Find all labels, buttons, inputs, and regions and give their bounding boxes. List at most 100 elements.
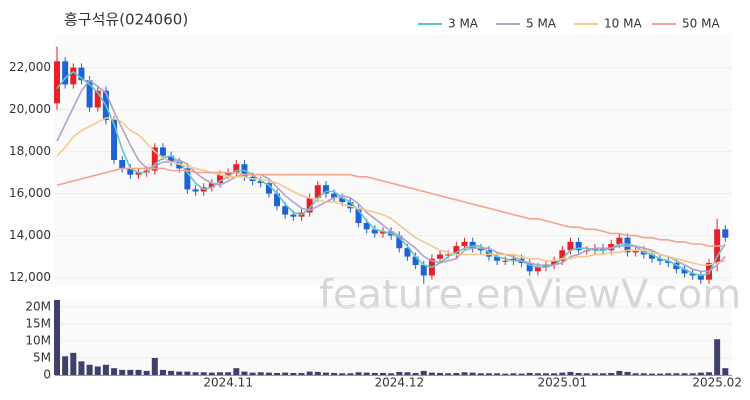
- volume-bar: [420, 370, 427, 375]
- legend-label: 50 MA: [682, 17, 720, 31]
- candle-body: [339, 197, 346, 202]
- candle-body: [412, 256, 419, 265]
- candle-body: [86, 80, 93, 108]
- volume-bar: [697, 372, 704, 375]
- volume-bar: [600, 373, 607, 375]
- ma-line: [56, 79, 726, 273]
- volume-panel: [55, 300, 732, 375]
- volume-bar: [314, 371, 321, 375]
- volume-bar: [371, 372, 378, 375]
- y-tick-label: 18,000: [9, 144, 51, 158]
- volume-bar: [526, 372, 533, 375]
- candle-body: [306, 197, 313, 213]
- volume-bar: [567, 371, 574, 375]
- volume-bar: [274, 372, 281, 375]
- volume-bar: [404, 372, 411, 375]
- candle-body: [233, 164, 240, 173]
- candle-body: [551, 260, 558, 265]
- candle-body: [477, 248, 484, 251]
- ma-line: [56, 167, 726, 247]
- volume-bar: [396, 371, 403, 375]
- volume-bar: [70, 352, 77, 375]
- volume-bar: [102, 364, 109, 375]
- candle-body: [681, 269, 688, 274]
- y-tick-label: 16,000: [9, 186, 51, 200]
- candle-body: [62, 61, 69, 85]
- candle-body: [526, 262, 533, 272]
- volume-bar: [282, 372, 289, 375]
- volume-bar: [461, 372, 468, 375]
- volume-bar: [298, 372, 305, 375]
- volume-bar: [534, 373, 541, 375]
- volume-bar: [624, 371, 631, 375]
- candle-body: [314, 185, 321, 198]
- candle-body: [420, 265, 427, 276]
- volume-bar: [355, 372, 362, 375]
- legend-label: 5 MA: [526, 17, 557, 31]
- volume-bar: [257, 372, 264, 375]
- volume-bar: [412, 372, 419, 375]
- volume-bar: [477, 373, 484, 375]
- ma-line: [56, 117, 726, 266]
- volume-bar: [290, 372, 297, 375]
- volume-bar: [437, 372, 444, 375]
- volume-bar: [380, 372, 386, 375]
- candle-body: [151, 147, 158, 171]
- volume-bar: [722, 368, 729, 375]
- candle-body: [494, 256, 501, 261]
- volume-bar: [681, 373, 688, 375]
- candle-body: [274, 193, 281, 207]
- volume-bar: [689, 373, 696, 375]
- candle-body: [404, 248, 411, 257]
- volume-bar: [591, 373, 598, 375]
- volume-bar: [119, 369, 126, 375]
- candle-body: [70, 67, 77, 85]
- candle-body: [657, 258, 664, 261]
- volume-bar: [494, 373, 501, 375]
- candle-body: [127, 168, 134, 175]
- x-tick-label: 2024.11: [203, 376, 253, 390]
- volume-bar: [331, 372, 338, 375]
- volume-bar: [665, 373, 672, 375]
- candle-body: [396, 235, 403, 249]
- volume-bar: [225, 372, 232, 375]
- volume-bar: [184, 371, 191, 375]
- candle-body: [208, 183, 215, 188]
- candle-body: [600, 248, 607, 251]
- candle-body: [485, 250, 492, 257]
- volume-bar: [657, 373, 664, 375]
- candle-body: [111, 120, 118, 160]
- candle-body: [225, 172, 232, 175]
- volume-bar: [217, 372, 223, 375]
- candle-body: [534, 267, 541, 272]
- volume-bar: [54, 300, 60, 375]
- y-tick-label: 20M: [25, 299, 51, 313]
- y-tick-label: 22,000: [9, 60, 51, 74]
- candle-body: [371, 229, 378, 234]
- x-tick-label: 2024.12: [374, 376, 424, 390]
- volume-bar: [648, 373, 655, 375]
- volume-bar: [192, 372, 199, 375]
- candle-body: [176, 162, 183, 169]
- volume-bar: [632, 373, 639, 375]
- volume-bar: [608, 372, 615, 375]
- volume-bar: [200, 372, 207, 375]
- volume-bar: [306, 371, 313, 375]
- x-tick-label: 2025.01: [537, 376, 587, 390]
- y-tick-label: 12,000: [9, 270, 51, 284]
- volume-bar: [127, 369, 134, 375]
- candle-body: [192, 189, 199, 192]
- candle-body: [648, 254, 655, 259]
- volume-bar: [347, 373, 354, 375]
- candle-body: [445, 254, 452, 256]
- candle-body: [591, 248, 598, 251]
- y-tick-label: 15M: [25, 316, 51, 330]
- candle-body: [567, 241, 574, 251]
- candle-body: [689, 273, 696, 276]
- y-tick-label: 14,000: [9, 228, 51, 242]
- volume-bar: [388, 373, 395, 375]
- candle-body: [575, 241, 582, 251]
- candle-body: [510, 258, 517, 261]
- volume-bar: [543, 373, 549, 375]
